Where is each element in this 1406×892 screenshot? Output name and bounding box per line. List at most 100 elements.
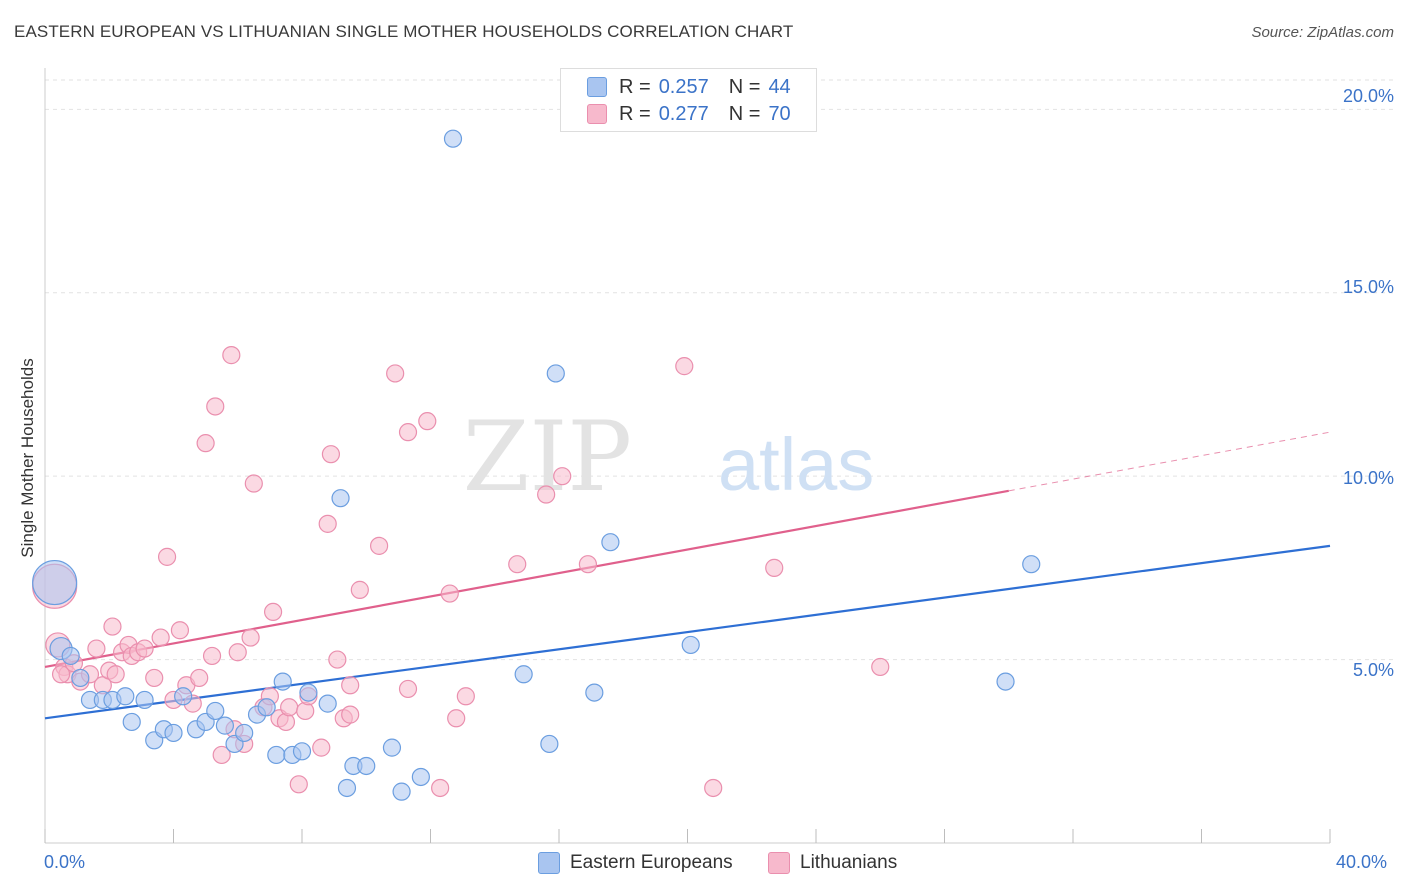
data-point <box>296 701 315 721</box>
data-point <box>456 687 475 706</box>
data-point <box>61 646 80 666</box>
legend-swatch-pink <box>587 104 607 124</box>
data-point <box>350 580 369 599</box>
data-point <box>318 514 337 533</box>
data-point <box>241 628 260 647</box>
y-tick-label: 15.0% <box>1342 277 1394 297</box>
data-point <box>280 698 299 717</box>
data-point <box>312 738 331 757</box>
data-point <box>135 639 154 658</box>
data-point <box>447 709 466 728</box>
data-point <box>103 617 122 636</box>
data-point <box>174 687 193 706</box>
data-point <box>431 778 450 798</box>
legend-r-value: 0.257 <box>658 75 709 98</box>
data-point <box>392 782 411 801</box>
data-point <box>540 734 559 754</box>
legend-item-lithuanians: Lithuanians <box>768 852 897 874</box>
data-point <box>87 639 106 658</box>
data-point <box>292 742 312 761</box>
data-point <box>299 683 318 702</box>
data-point <box>996 672 1015 691</box>
data-point <box>116 687 135 706</box>
data-point <box>318 694 337 713</box>
legend-swatch-blue <box>587 77 607 97</box>
legend-n-label: N = <box>728 102 761 125</box>
legend-row-lithuanians: R = 0.277 N = 70 <box>587 102 791 126</box>
data-point <box>257 698 276 717</box>
data-point <box>398 423 418 442</box>
data-point <box>328 650 347 669</box>
data-point <box>145 668 164 688</box>
data-point <box>553 467 572 486</box>
data-point <box>398 679 418 699</box>
data-point <box>228 643 247 662</box>
x-min-label: 0.0% <box>44 852 86 872</box>
legend-r-label: R = <box>619 75 651 98</box>
y-tick-label: 5.0% <box>1352 660 1394 680</box>
trend-lines <box>44 431 1331 720</box>
data-point <box>32 559 78 606</box>
data-point <box>206 397 225 416</box>
data-point <box>443 129 463 148</box>
y-tick-label: 20.0% <box>1342 86 1394 106</box>
data-point <box>267 745 286 765</box>
legend-swatch-pink <box>768 852 790 874</box>
watermark: ZIP atlas <box>463 401 875 513</box>
data-point <box>206 701 225 721</box>
data-point <box>765 558 784 577</box>
data-point <box>212 745 231 765</box>
legend-n-value: 44 <box>768 75 791 98</box>
data-point <box>871 657 890 677</box>
data-point <box>341 676 360 695</box>
data-points <box>32 129 1041 801</box>
trend-line-extension <box>1008 431 1331 492</box>
data-point <box>164 723 183 743</box>
data-point <box>341 705 360 724</box>
data-point <box>321 445 341 464</box>
data-point <box>51 665 71 684</box>
trend-line <box>44 544 1331 720</box>
data-point <box>418 412 437 431</box>
legend-label: Eastern Europeans <box>570 852 733 873</box>
data-point <box>170 621 190 640</box>
data-point <box>337 778 357 798</box>
data-point <box>202 646 222 666</box>
data-point <box>151 628 170 647</box>
data-point <box>601 533 620 552</box>
data-point <box>411 767 430 787</box>
legend-r-label: R = <box>619 102 651 125</box>
data-point <box>244 474 263 493</box>
data-point <box>386 364 405 383</box>
correlation-legend: R = 0.257 N = 44 R = 0.277 N = 70 <box>560 68 817 132</box>
data-point <box>537 485 556 504</box>
data-point <box>440 584 459 603</box>
data-point <box>331 489 350 508</box>
data-point <box>370 536 389 555</box>
data-point <box>578 555 598 574</box>
data-point <box>704 778 723 798</box>
data-point <box>196 434 215 453</box>
legend-item-eastern-europeans: Eastern Europeans <box>538 852 733 874</box>
data-point <box>122 712 141 732</box>
data-point <box>1022 555 1041 574</box>
data-point <box>276 712 296 732</box>
data-point <box>675 357 694 376</box>
data-point <box>585 683 604 702</box>
trend-line <box>44 489 1009 669</box>
legend-n-label: N = <box>728 75 761 98</box>
data-point <box>190 668 209 688</box>
data-point <box>235 723 254 743</box>
source-label: Source: ZipAtlas.com <box>1251 24 1394 41</box>
data-point <box>514 665 533 684</box>
data-point <box>508 555 527 574</box>
data-point <box>263 602 283 621</box>
data-point <box>382 738 402 757</box>
legend-row-eastern-europeans: R = 0.257 N = 44 <box>587 75 791 99</box>
data-point <box>273 672 292 691</box>
data-point <box>681 635 700 655</box>
data-point <box>135 690 154 710</box>
y-tick-label: 10.0% <box>1342 468 1394 488</box>
legend-label: Lithuanians <box>800 852 898 873</box>
